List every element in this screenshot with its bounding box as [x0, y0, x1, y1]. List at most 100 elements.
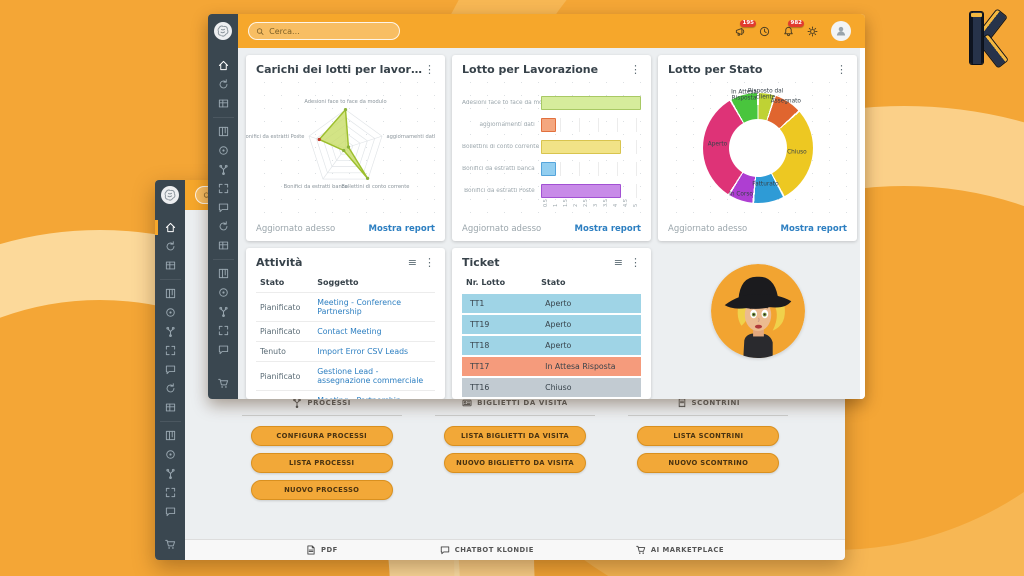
- kebab-menu-icon[interactable]: ⋮: [424, 256, 435, 269]
- sidebar-item-branch[interactable]: [208, 160, 238, 179]
- notifications-button[interactable]: 982: [783, 19, 805, 37]
- lista-biglietti-da-visita-button[interactable]: LISTA BIGLIETTI DA VISITA: [443, 426, 586, 446]
- sidebar-item-sync[interactable]: [208, 75, 238, 94]
- table-icon: [165, 260, 176, 271]
- ticket-row[interactable]: TT16 Chiuso: [462, 376, 641, 398]
- activity-subject-link[interactable]: Contact Meeting: [313, 321, 435, 342]
- list-view-icon[interactable]: ≡: [613, 256, 623, 269]
- ticket-id: TT16: [462, 376, 538, 398]
- lista-processi-button[interactable]: LISTA PROCESSI: [250, 453, 393, 473]
- bar-chart: Adesioni face to face da modulo aggiornam…: [462, 76, 641, 220]
- show-report-link[interactable]: Mostra report: [574, 224, 641, 234]
- activity-subject-link[interactable]: Gestione Lead - assegnazione commerciale: [313, 361, 435, 391]
- sidebar-item-target[interactable]: [208, 283, 238, 302]
- card-icon: [462, 398, 472, 408]
- card-lotto-lavorazione: Lotto per Lavorazione ⋮ Adesioni face to…: [452, 55, 651, 241]
- kebab-menu-icon[interactable]: ⋮: [630, 256, 641, 269]
- sidebar-item-kanban[interactable]: [208, 122, 238, 141]
- search-input[interactable]: [269, 26, 392, 36]
- ticket-row[interactable]: TT15Chiuso: [462, 397, 641, 399]
- settings-button[interactable]: [807, 26, 818, 37]
- bar-row: Adesioni face to face da modulo: [462, 95, 641, 110]
- activity-subject-link[interactable]: Meeting - Conference Partnership: [313, 292, 435, 322]
- bar-segment[interactable]: [540, 183, 621, 198]
- announcements-button[interactable]: 195: [735, 19, 757, 37]
- ticket-row[interactable]: TT18 Aperto: [462, 334, 641, 356]
- kebab-menu-icon[interactable]: ⋮: [424, 63, 435, 76]
- activity-subject-link[interactable]: Import Error CSV Leads: [313, 341, 435, 362]
- k-brand-logo: [966, 8, 1012, 68]
- list-view-icon[interactable]: ≡: [407, 256, 417, 269]
- bar-row: Bonifici da estratti banca: [462, 161, 641, 176]
- sidebar-item-branch[interactable]: [208, 302, 238, 321]
- ticket-row[interactable]: TT17 In Attesa Risposta: [462, 355, 641, 377]
- ticket-row[interactable]: TT1 Aperto: [462, 292, 641, 314]
- sidebar-item-chat[interactable]: [155, 502, 185, 521]
- ticket-row[interactable]: TT19 Aperto: [462, 313, 641, 335]
- show-report-link[interactable]: Mostra report: [780, 224, 847, 234]
- footer-item-chatbot-klondie[interactable]: CHATBOT KLONDIE: [440, 545, 534, 555]
- axis-tick: 1.5: [562, 198, 569, 207]
- sidebar-item-home[interactable]: [208, 56, 238, 75]
- card-lotto-stato: Lotto per Stato ⋮ Risposto dal cliente As…: [658, 55, 857, 241]
- activity-status: Pianificato: [256, 390, 314, 399]
- sidebar-item-target[interactable]: [155, 303, 185, 322]
- section-title: SCONTRINI: [691, 399, 741, 407]
- sidebar-item-kanban[interactable]: [208, 264, 238, 283]
- scrollbar-track[interactable]: [860, 48, 865, 399]
- lista-scontrini-button[interactable]: LISTA SCONTRINI: [637, 426, 780, 446]
- sidebar-item-target[interactable]: [208, 141, 238, 160]
- sidebar-item-expand[interactable]: [208, 321, 238, 340]
- sidebar-item-expand[interactable]: [155, 341, 185, 360]
- target-icon: [218, 287, 229, 298]
- footer-item-ai-marketplace[interactable]: AI MARKETPLACE: [636, 545, 724, 555]
- kebab-menu-icon[interactable]: ⋮: [836, 63, 847, 76]
- axis-tick: 2.5: [582, 198, 589, 207]
- sidebar-item-sync[interactable]: [208, 217, 238, 236]
- sidebar-item-expand[interactable]: [208, 179, 238, 198]
- sidebar-item-kanban[interactable]: [155, 426, 185, 445]
- nuovo-processo-button[interactable]: NUOVO PROCESSO: [250, 480, 393, 500]
- sidebar-item-branch[interactable]: [155, 464, 185, 483]
- ticket-status: Aperto: [537, 292, 641, 314]
- sidebar-item-chat[interactable]: [155, 360, 185, 379]
- card-carichi-lotti: Carichi dei lotti per lavorazi... ⋮ Ades…: [246, 55, 445, 241]
- sidebar-item-table[interactable]: [155, 398, 185, 417]
- sidebar-item-expand[interactable]: [155, 483, 185, 502]
- sidebar-item-sync[interactable]: [155, 379, 185, 398]
- configura-processi-button[interactable]: CONFIGURA PROCESSI: [250, 426, 393, 446]
- sidebar-item-branch[interactable]: [155, 322, 185, 341]
- sidebar-item-cart[interactable]: [208, 374, 238, 393]
- bar-segment[interactable]: [540, 139, 621, 154]
- sidebar-item-cart[interactable]: [155, 535, 185, 554]
- bottom-toolbar: PDF CHATBOT KLONDIE AI MARKETPLACE: [185, 539, 845, 560]
- donut-segment-label: Fatturato: [752, 181, 779, 188]
- back-sidebar: [155, 210, 185, 560]
- activity-subject-link[interactable]: Meeting - Partnership Conference: [313, 390, 435, 399]
- branch-icon: [292, 398, 302, 408]
- sync-icon: [218, 221, 229, 232]
- bar-segment[interactable]: [540, 95, 641, 110]
- sidebar-item-home[interactable]: [155, 218, 185, 237]
- bar-segment[interactable]: [540, 161, 556, 176]
- sidebar-item-kanban[interactable]: [155, 284, 185, 303]
- sidebar-item-table[interactable]: [155, 256, 185, 275]
- activity-status: Pianificato: [256, 361, 314, 391]
- kebab-menu-icon[interactable]: ⋮: [630, 63, 641, 76]
- receipt-icon: [677, 398, 687, 408]
- kanban-icon: [218, 268, 229, 279]
- sidebar-item-target[interactable]: [155, 445, 185, 464]
- sidebar-item-chat[interactable]: [208, 340, 238, 359]
- show-report-link[interactable]: Mostra report: [368, 224, 435, 234]
- nuovo-biglietto-da-visita-button[interactable]: NUOVO BIGLIETTO DA VISITA: [443, 453, 586, 473]
- history-button[interactable]: [759, 26, 770, 37]
- sidebar-item-table[interactable]: [208, 236, 238, 255]
- bar-segment[interactable]: [540, 117, 556, 132]
- user-avatar-button[interactable]: [831, 21, 851, 41]
- sidebar-item-chat[interactable]: [208, 198, 238, 217]
- radar-axis-label: Bollettini di conto corrente: [341, 184, 409, 190]
- sidebar-item-sync[interactable]: [155, 237, 185, 256]
- footer-item-pdf[interactable]: PDF: [306, 545, 338, 555]
- sidebar-item-table[interactable]: [208, 94, 238, 113]
- nuovo-scontrino-button[interactable]: NUOVO SCONTRINO: [637, 453, 780, 473]
